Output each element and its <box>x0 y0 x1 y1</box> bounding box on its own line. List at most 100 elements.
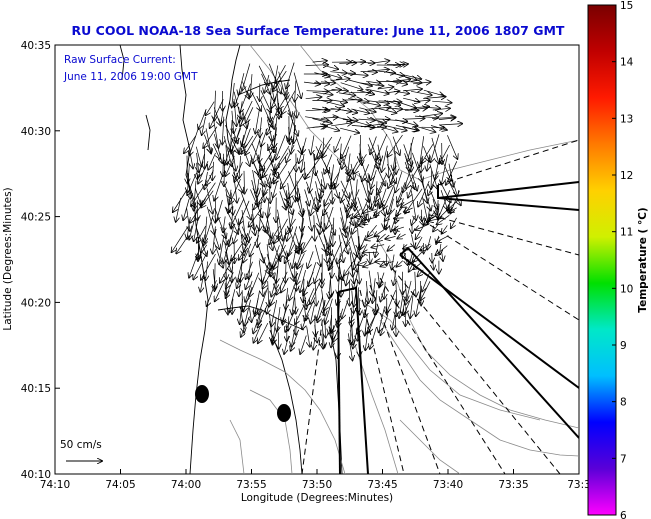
current-vector <box>388 191 396 214</box>
current-vector <box>282 307 288 323</box>
current-vector <box>337 290 342 305</box>
current-vector <box>226 145 227 164</box>
current-vector <box>224 227 226 245</box>
current-vector <box>385 208 396 221</box>
current-vector <box>206 170 214 185</box>
current-vector <box>325 317 326 337</box>
current-vector <box>428 171 439 195</box>
current-vector <box>187 172 197 195</box>
current-vector <box>366 88 389 94</box>
current-vector <box>315 324 318 342</box>
current-vector <box>352 290 354 314</box>
current-vector <box>260 117 262 136</box>
current-vector <box>423 146 429 161</box>
current-vector <box>322 143 331 158</box>
current-vector <box>323 64 338 69</box>
current-vector <box>245 127 262 155</box>
current-vector <box>289 279 297 300</box>
current-vector <box>430 125 447 131</box>
current-vector <box>259 154 261 179</box>
current-vector <box>203 126 218 148</box>
current-vector <box>388 244 396 251</box>
current-vector <box>234 90 241 107</box>
current-vector <box>261 127 268 146</box>
current-vector <box>408 182 415 197</box>
current-vector <box>243 243 252 263</box>
current-vector <box>338 93 355 96</box>
y-tick-label: 40:15 <box>21 383 51 395</box>
current-vector <box>241 316 250 337</box>
y-tick-label: 40:10 <box>21 469 51 481</box>
current-vector <box>397 181 406 202</box>
current-vector <box>172 226 189 253</box>
current-vector <box>351 62 365 63</box>
current-vector <box>393 91 409 93</box>
current-vector <box>232 262 233 282</box>
current-vector <box>410 295 413 318</box>
current-vector <box>287 209 295 241</box>
current-vector <box>386 125 407 131</box>
current-vector <box>432 101 451 103</box>
current-vector <box>266 225 273 250</box>
current-vector <box>439 155 451 180</box>
current-vector <box>321 117 338 118</box>
current-vector <box>394 109 418 111</box>
current-vector <box>423 97 445 99</box>
current-vector <box>378 108 397 113</box>
current-vector <box>411 173 417 191</box>
current-vector <box>223 153 224 176</box>
current-vector <box>310 278 322 304</box>
current-vector <box>324 290 335 311</box>
current-vector <box>194 216 199 241</box>
current-vector <box>427 154 430 170</box>
current-vector <box>222 180 231 198</box>
current-vector <box>270 260 277 277</box>
colorbar-tick-label: 12 <box>620 170 633 182</box>
current-vector <box>229 289 236 312</box>
current-vector <box>366 81 380 83</box>
colorbar <box>587 4 617 516</box>
current-vector <box>360 71 377 72</box>
current-vector <box>447 179 461 205</box>
y-tick-label: 40:20 <box>21 297 51 309</box>
current-vector <box>437 215 450 224</box>
current-vector <box>358 172 369 202</box>
current-vector <box>340 143 342 164</box>
current-vector <box>234 98 237 126</box>
current-vector <box>322 72 341 78</box>
current-vector <box>355 216 368 217</box>
current-vector <box>279 92 290 109</box>
current-vector <box>267 108 279 135</box>
current-vector <box>252 217 255 235</box>
current-vector <box>256 179 259 197</box>
annotation-line-2: June 11, 2006 19:00 GMT <box>63 71 198 83</box>
current-vector <box>288 173 304 199</box>
current-vector <box>436 235 449 242</box>
current-vector <box>340 127 359 133</box>
current-vector <box>433 223 439 231</box>
current-vector <box>269 181 270 204</box>
x-tick-label: 74:05 <box>105 479 135 491</box>
current-vector <box>273 244 286 269</box>
current-vector <box>405 280 412 305</box>
current-vector <box>420 281 431 300</box>
current-vector <box>302 315 308 329</box>
current-vector <box>320 82 335 83</box>
colorbar-tick-label: 7 <box>620 453 627 465</box>
current-vector <box>261 73 271 94</box>
current-vector <box>206 188 213 214</box>
current-vector <box>286 144 295 162</box>
current-vector <box>324 125 339 131</box>
current-vector <box>416 226 424 240</box>
current-vector <box>375 163 386 185</box>
current-vector <box>267 119 272 141</box>
current-vector <box>354 154 367 173</box>
current-vector <box>288 171 298 199</box>
current-vector <box>358 119 375 120</box>
current-vector <box>240 190 251 220</box>
current-vector <box>385 236 396 239</box>
current-vector <box>371 152 380 180</box>
current-vector <box>366 314 377 333</box>
current-vector <box>387 290 397 312</box>
current-vector <box>312 61 327 62</box>
